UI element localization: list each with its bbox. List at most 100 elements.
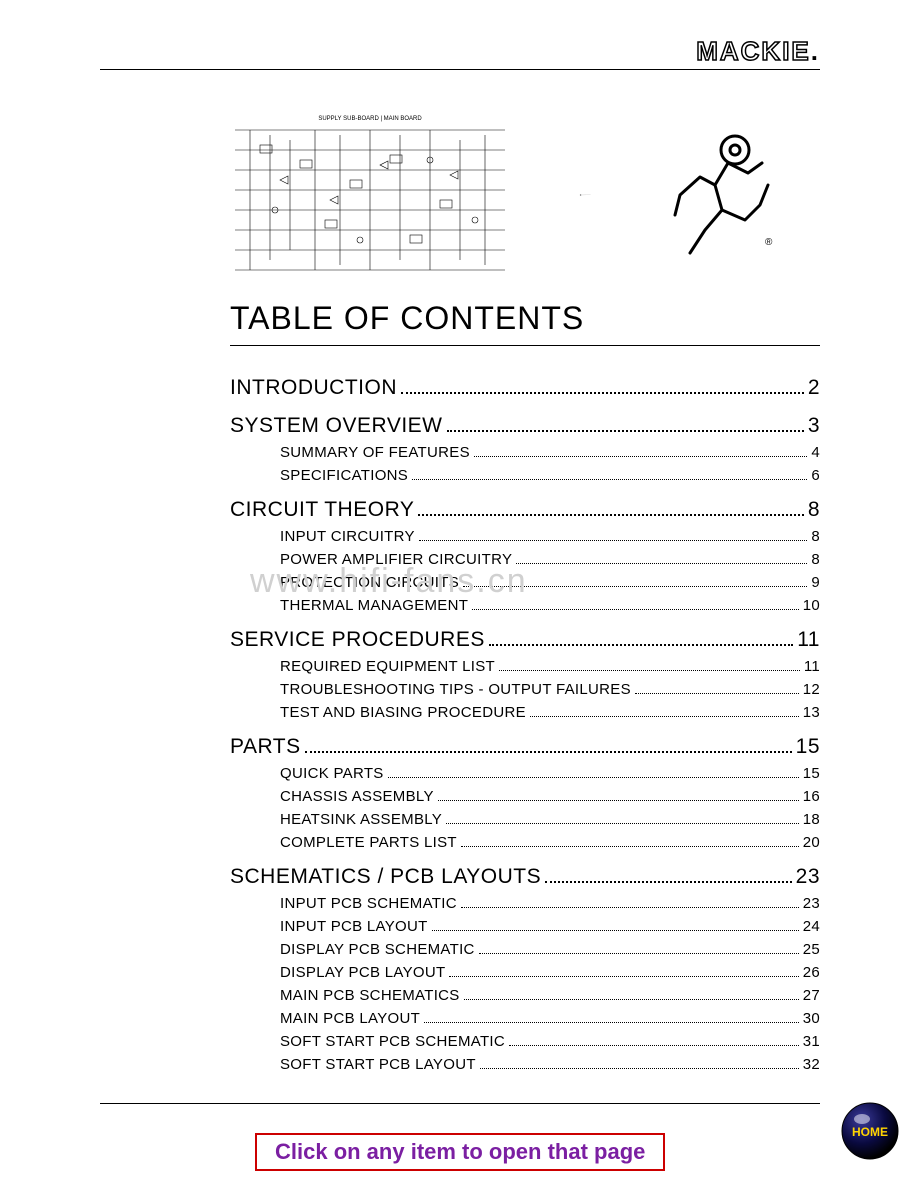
toc-leader [412, 479, 807, 480]
toc-item-label: DISPLAY PCB LAYOUT [280, 964, 445, 981]
toc-leader [305, 751, 792, 753]
toc-item-label: INPUT PCB SCHEMATIC [280, 895, 457, 912]
toc-leader [438, 800, 799, 801]
toc-item-page: 25 [803, 941, 820, 958]
running-man-logo: ® [660, 125, 780, 265]
toc-section-label: SERVICE PROCEDURES [230, 628, 485, 652]
toc-item-page: 6 [811, 467, 820, 484]
toc-section-label: INTRODUCTION [230, 376, 397, 400]
svg-text:®: ® [765, 237, 773, 248]
toc-leader [480, 1068, 799, 1069]
toc-item-label: SOFT START PCB SCHEMATIC [280, 1033, 505, 1050]
toc-item-page: 11 [804, 658, 820, 675]
toc-leader [401, 392, 804, 394]
toc-item[interactable]: SUMMARY OF FEATURES 4 [280, 444, 820, 461]
toc-section-label: PARTS [230, 735, 301, 759]
toc-leader [474, 456, 807, 457]
toc-item[interactable]: SPECIFICATIONS 6 [280, 467, 820, 484]
toc-leader [419, 540, 808, 541]
toc-title: TABLE OF CONTENTS [230, 300, 820, 346]
toc-leader [464, 999, 799, 1000]
toc-section-page: 11 [797, 628, 820, 652]
svg-text:SUPPLY SUB-BOARD | MAIN BOARD: SUPPLY SUB-BOARD | MAIN BOARD [318, 116, 422, 122]
toc-section-page: 15 [796, 735, 820, 759]
header-rule: MACKIE. [100, 40, 820, 70]
toc-section-page: 2 [808, 376, 820, 400]
toc-section[interactable]: SERVICE PROCEDURES 11 [230, 628, 820, 652]
toc-section[interactable]: SYSTEM OVERVIEW 3 [230, 414, 820, 438]
brand-logo: MACKIE. [696, 36, 820, 67]
toc-item-label: CHASSIS ASSEMBLY [280, 788, 434, 805]
toc-item[interactable]: TEST AND BIASING PROCEDURE 13 [280, 704, 820, 721]
toc-item-label: REQUIRED EQUIPMENT LIST [280, 658, 495, 675]
toc-section[interactable]: CIRCUIT THEORY 8 [230, 498, 820, 522]
toc-item-label: SPECIFICATIONS [280, 467, 408, 484]
toc-item-label: MAIN PCB SCHEMATICS [280, 987, 460, 1004]
toc-section-label: SYSTEM OVERVIEW [230, 414, 443, 438]
toc-item-page: 30 [803, 1010, 820, 1027]
toc-item[interactable]: INPUT PCB SCHEMATIC 23 [280, 895, 820, 912]
toc-item[interactable]: HEATSINK ASSEMBLY18 [280, 811, 820, 828]
toc-leader [447, 430, 804, 432]
toc-leader [472, 609, 799, 610]
toc-item-page: 13 [803, 704, 820, 721]
toc-item[interactable]: DISPLAY PCB LAYOUT 26 [280, 964, 820, 981]
toc-item-label: INPUT CIRCUITRY [280, 528, 415, 545]
toc-item[interactable]: COMPLETE PARTS LIST20 [280, 834, 820, 851]
toc-leader [509, 1045, 799, 1046]
toc-item-label: COMPLETE PARTS LIST [280, 834, 457, 851]
toc-leader [461, 846, 799, 847]
watermark: www.hifi-fans.cn [250, 562, 528, 601]
toc-leader [424, 1022, 799, 1023]
toc-item-page: 8 [811, 528, 820, 545]
toc-leader [479, 953, 799, 954]
toc-leader [545, 881, 792, 883]
toc-section[interactable]: SCHEMATICS / PCB LAYOUTS 23 [230, 865, 820, 889]
toc-item-label: MAIN PCB LAYOUT [280, 1010, 420, 1027]
footer-row: Click on any item to open that page HOME [0, 1133, 920, 1171]
toc-item-page: 27 [803, 987, 820, 1004]
toc-item-label: SOFT START PCB LAYOUT [280, 1056, 476, 1073]
toc-item[interactable]: REQUIRED EQUIPMENT LIST 11 [280, 658, 820, 675]
toc-leader [530, 716, 799, 717]
toc-item-page: 4 [811, 444, 820, 461]
toc-leader [461, 907, 799, 908]
hint-box: Click on any item to open that page [255, 1133, 665, 1171]
toc-item[interactable]: TROUBLESHOOTING TIPS - OUTPUT FAILURES12 [280, 681, 820, 698]
toc-item-page: 10 [803, 597, 820, 614]
toc-item-page: 9 [811, 574, 820, 591]
toc-item-page: 23 [803, 895, 820, 912]
toc-leader [516, 563, 807, 564]
footer-rule [100, 1103, 820, 1104]
toc-item[interactable]: QUICK PARTS 15 [280, 765, 820, 782]
toc-item-label: SUMMARY OF FEATURES [280, 444, 470, 461]
toc-leader [388, 777, 799, 778]
toc-item-label: DISPLAY PCB SCHEMATIC [280, 941, 475, 958]
home-button[interactable]: HOME [840, 1101, 900, 1161]
toc-item-label: HEATSINK ASSEMBLY [280, 811, 442, 828]
toc-item-page: 16 [803, 788, 820, 805]
toc-item[interactable]: MAIN PCB LAYOUT 30 [280, 1010, 820, 1027]
toc-item-label: INPUT PCB LAYOUT [280, 918, 428, 935]
toc-item-label: QUICK PARTS [280, 765, 384, 782]
toc-item-page: 8 [811, 551, 820, 568]
toc-item-page: 31 [803, 1033, 820, 1050]
toc-leader [432, 930, 799, 931]
toc-leader [499, 670, 800, 671]
toc-item-page: 26 [803, 964, 820, 981]
toc-item[interactable]: CHASSIS ASSEMBLY 16 [280, 788, 820, 805]
toc-leader [449, 976, 798, 977]
toc-item[interactable]: MAIN PCB SCHEMATICS 27 [280, 987, 820, 1004]
toc-item[interactable]: SOFT START PCB LAYOUT32 [280, 1056, 820, 1073]
toc-leader [418, 514, 803, 516]
table-of-contents: INTRODUCTION 2 SYSTEM OVERVIEW 3 SUMMARY O… [230, 376, 820, 1073]
toc-item[interactable]: INPUT PCB LAYOUT24 [280, 918, 820, 935]
toc-item[interactable]: DISPLAY PCB SCHEMATIC 25 [280, 941, 820, 958]
toc-section-label: CIRCUIT THEORY [230, 498, 414, 522]
toc-item[interactable]: SOFT START PCB SCHEMATIC 31 [280, 1033, 820, 1050]
toc-item-label: TEST AND BIASING PROCEDURE [280, 704, 526, 721]
toc-section[interactable]: PARTS 15 [230, 735, 820, 759]
toc-section[interactable]: INTRODUCTION 2 [230, 376, 820, 400]
toc-item-page: 15 [803, 765, 820, 782]
toc-item[interactable]: INPUT CIRCUITRY 8 [280, 528, 820, 545]
